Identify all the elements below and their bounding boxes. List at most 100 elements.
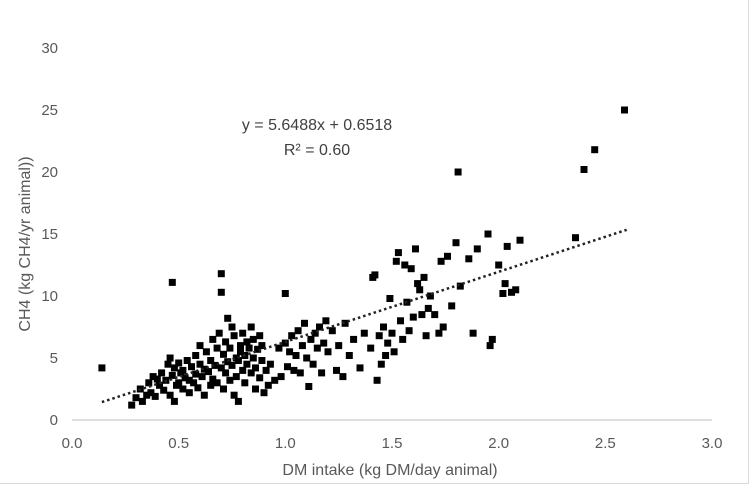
- data-point: [373, 376, 381, 384]
- data-point: [422, 332, 430, 340]
- data-point: [307, 335, 315, 343]
- data-point: [168, 278, 176, 286]
- data-point: [367, 344, 375, 352]
- data-point: [501, 280, 509, 288]
- data-point: [420, 273, 428, 281]
- data-point: [484, 230, 492, 238]
- data-point: [217, 364, 225, 372]
- data-point: [284, 363, 291, 371]
- data-point: [345, 352, 353, 359]
- x-tick-label: 2.5: [595, 435, 616, 452]
- data-point: [149, 373, 157, 381]
- data-point: [333, 366, 340, 374]
- data-point: [213, 344, 221, 352]
- data-point: [145, 379, 153, 387]
- data-point: [175, 379, 183, 387]
- data-point: [454, 168, 462, 176]
- data-point: [237, 348, 244, 356]
- data-point: [224, 314, 232, 322]
- x-tick-label: 1.5: [382, 435, 403, 452]
- y-tick-label: 15: [41, 226, 58, 243]
- data-point: [192, 370, 200, 378]
- data-point: [322, 317, 330, 325]
- data-point: [360, 329, 368, 337]
- x-tick-label: 2.0: [488, 435, 509, 452]
- data-point: [128, 401, 136, 409]
- data-point: [301, 319, 308, 327]
- data-point: [580, 166, 588, 173]
- data-point: [266, 360, 274, 368]
- data-point: [158, 369, 166, 377]
- data-point: [473, 245, 481, 253]
- trendline-r2: R² = 0.60: [284, 142, 350, 159]
- x-tick-label: 1.0: [275, 435, 296, 452]
- x-tick-labels: 0.0 0.5 1.0 1.5 2.0 2.5 3.0: [62, 435, 723, 452]
- data-point: [486, 342, 494, 350]
- data-point: [499, 290, 507, 297]
- data-point: [166, 354, 174, 362]
- data-point: [316, 323, 323, 331]
- data-point: [275, 344, 283, 352]
- data-point: [320, 339, 328, 347]
- data-point: [230, 332, 238, 340]
- data-point: [591, 146, 599, 154]
- data-point: [138, 397, 146, 405]
- data-point: [228, 361, 236, 369]
- data-point: [185, 376, 193, 384]
- data-points: [98, 106, 628, 409]
- data-point: [160, 386, 168, 394]
- data-point: [188, 363, 195, 371]
- trendline-equation: y = 5.6488x + 0.6518: [242, 117, 392, 134]
- data-point: [226, 376, 234, 384]
- data-point: [388, 329, 396, 337]
- data-point: [465, 255, 473, 263]
- data-point: [508, 288, 515, 296]
- data-point: [409, 313, 417, 321]
- data-point: [309, 360, 317, 368]
- data-point: [151, 392, 159, 400]
- data-point: [384, 339, 392, 347]
- data-point: [234, 357, 242, 364]
- trendline: [101, 228, 628, 404]
- data-point: [313, 344, 321, 352]
- data-point: [452, 239, 460, 247]
- data-point: [170, 397, 178, 405]
- data-point: [448, 302, 456, 310]
- x-tick-label: 0.5: [168, 435, 189, 452]
- x-axis-label: DM intake (kg DM/day animal): [282, 462, 497, 479]
- data-point: [418, 311, 426, 319]
- data-point: [239, 366, 247, 374]
- data-point: [392, 257, 400, 265]
- data-point: [469, 329, 477, 337]
- data-point: [424, 304, 432, 312]
- data-point: [252, 364, 259, 372]
- data-point: [258, 357, 266, 364]
- data-point: [444, 252, 451, 260]
- data-point: [254, 345, 262, 353]
- data-point: [175, 359, 183, 367]
- data-point: [237, 342, 244, 350]
- data-point: [192, 352, 200, 359]
- data-point: [256, 374, 264, 382]
- data-point: [170, 364, 178, 372]
- data-point: [416, 286, 424, 294]
- y-axis-label: CH4 (kg CH4/yr animal)): [17, 156, 34, 331]
- data-point: [456, 282, 464, 290]
- data-point: [288, 332, 296, 340]
- y-tick-label: 0: [50, 412, 58, 429]
- data-point: [241, 379, 249, 387]
- data-point: [220, 385, 227, 393]
- data-point: [211, 361, 219, 369]
- data-point: [213, 379, 221, 387]
- data-point: [243, 338, 251, 346]
- data-point: [377, 360, 385, 368]
- data-point: [200, 391, 208, 399]
- data-point: [305, 383, 313, 390]
- data-point: [156, 381, 163, 389]
- data-point: [394, 249, 402, 257]
- data-point: [516, 236, 524, 244]
- data-point: [264, 381, 272, 389]
- data-point: [262, 366, 270, 374]
- data-point: [249, 354, 257, 362]
